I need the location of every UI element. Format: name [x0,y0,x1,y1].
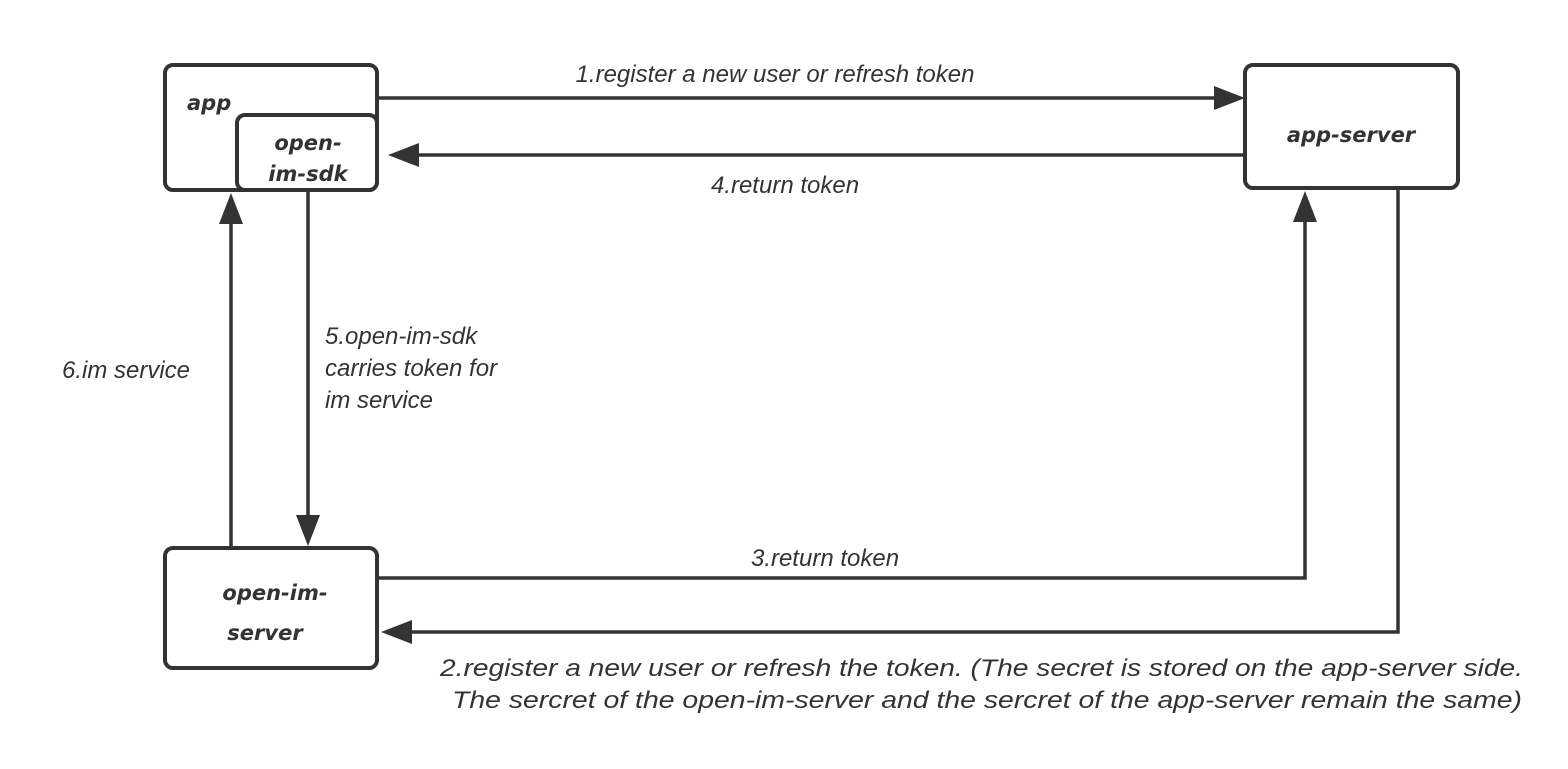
node-im-server-label-1: open-im- [222,581,327,605]
node-im-server-label-2: server [227,621,304,645]
edge-5 [296,190,320,546]
edge-2 [381,188,1400,644]
edge-3-label: 3.return token [751,545,899,572]
edge-3 [377,191,1317,580]
node-sdk-label-2: im-sdk [268,162,349,186]
node-app-label: app [187,91,231,115]
edge-2-label-2: The sercret of the open-im-server and th… [452,687,1522,714]
edge-6-label: 6.im service [62,357,190,384]
edge-5-label-2: carries token for [325,355,498,382]
node-app-server: app-server [1243,63,1460,190]
edge-6 [219,193,243,548]
edge-4-label: 4.return token [711,172,859,199]
edge-5-label-1: 5.open-im-sdk [325,323,479,350]
edge-4 [388,143,1245,167]
node-sdk-label-1: open- [274,131,341,155]
node-app-server-label: app-server [1287,123,1417,147]
edge-1-label: 1.register a new user or refresh token [576,61,975,88]
node-open-im-sdk: open- im-sdk [235,113,379,192]
edge-2-label-1: 2.register a new user or refresh the tok… [439,655,1523,682]
node-open-im-server: open-im- server [163,546,379,670]
edge-1 [377,86,1245,110]
edge-5-label-3: im service [325,387,433,414]
